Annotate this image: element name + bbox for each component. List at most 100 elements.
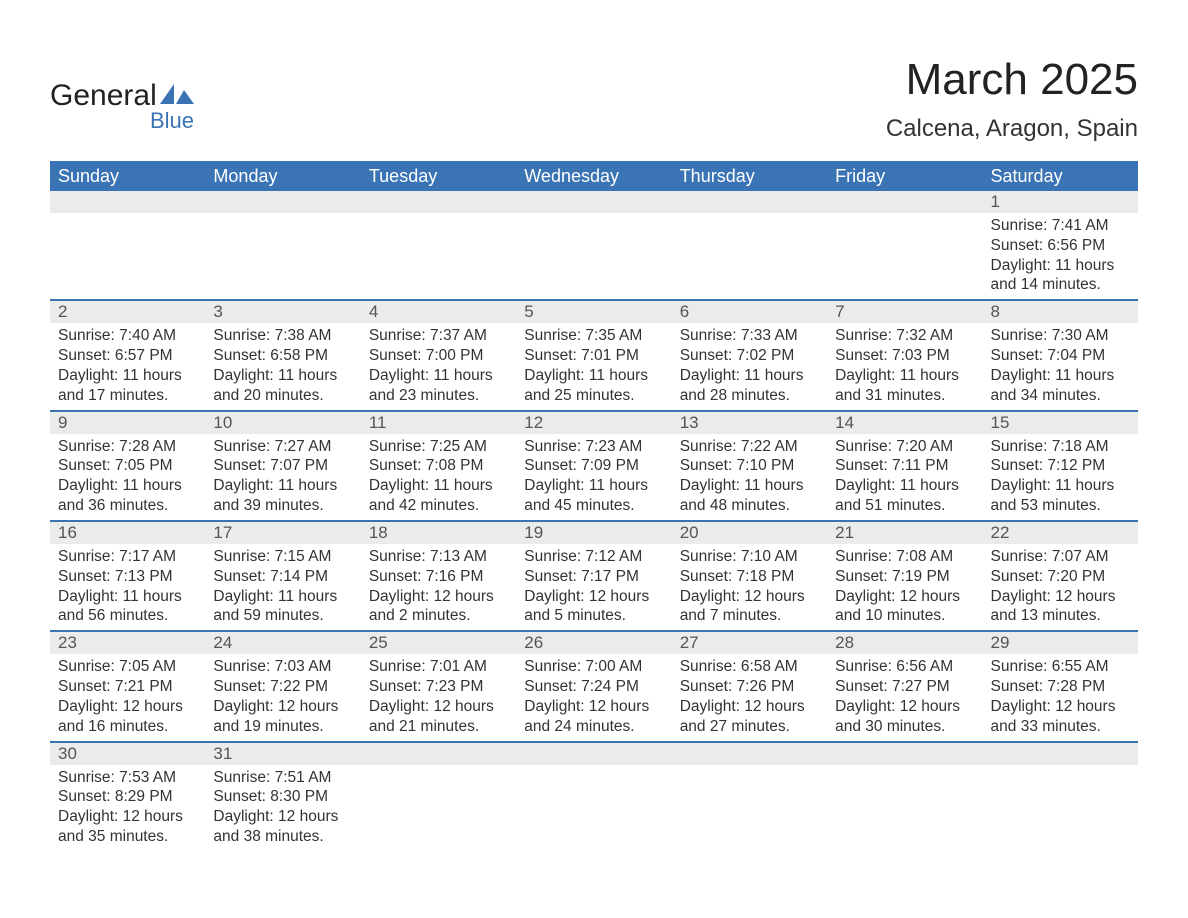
calendar-cell: 21Sunrise: 7:08 AMSunset: 7:19 PMDayligh… bbox=[827, 521, 982, 631]
daylight-line-1: Daylight: 11 hours bbox=[58, 366, 197, 386]
day-content: Sunrise: 7:13 AMSunset: 7:16 PMDaylight:… bbox=[361, 544, 516, 630]
sunset-line: Sunset: 7:08 PM bbox=[369, 456, 508, 476]
daylight-line-2: and 16 minutes. bbox=[58, 717, 197, 737]
calendar-week-row: 2Sunrise: 7:40 AMSunset: 6:57 PMDaylight… bbox=[50, 300, 1138, 410]
calendar-cell: 6Sunrise: 7:33 AMSunset: 7:02 PMDaylight… bbox=[672, 300, 827, 410]
daylight-line-2: and 59 minutes. bbox=[213, 606, 352, 626]
calendar-cell bbox=[361, 191, 516, 300]
day-content: Sunrise: 7:01 AMSunset: 7:23 PMDaylight:… bbox=[361, 654, 516, 740]
sunset-line: Sunset: 7:21 PM bbox=[58, 677, 197, 697]
day-content: Sunrise: 7:32 AMSunset: 7:03 PMDaylight:… bbox=[827, 323, 982, 409]
sunrise-line: Sunrise: 7:37 AM bbox=[369, 326, 508, 346]
day-number-empty bbox=[827, 743, 982, 765]
calendar-cell: 14Sunrise: 7:20 AMSunset: 7:11 PMDayligh… bbox=[827, 411, 982, 521]
sunset-line: Sunset: 6:58 PM bbox=[213, 346, 352, 366]
daylight-line-1: Daylight: 12 hours bbox=[835, 587, 974, 607]
calendar-cell: 28Sunrise: 6:56 AMSunset: 7:27 PMDayligh… bbox=[827, 631, 982, 741]
calendar-cell bbox=[50, 191, 205, 300]
daylight-line-1: Daylight: 11 hours bbox=[991, 366, 1130, 386]
day-number: 21 bbox=[827, 522, 982, 544]
day-number-empty bbox=[361, 191, 516, 213]
day-content-empty bbox=[361, 765, 516, 837]
daylight-line-2: and 53 minutes. bbox=[991, 496, 1130, 516]
sunrise-line: Sunrise: 7:33 AM bbox=[680, 326, 819, 346]
day-content: Sunrise: 7:15 AMSunset: 7:14 PMDaylight:… bbox=[205, 544, 360, 630]
day-content: Sunrise: 7:40 AMSunset: 6:57 PMDaylight:… bbox=[50, 323, 205, 409]
daylight-line-1: Daylight: 11 hours bbox=[524, 366, 663, 386]
sunrise-line: Sunrise: 7:53 AM bbox=[58, 768, 197, 788]
daylight-line-2: and 5 minutes. bbox=[524, 606, 663, 626]
day-number-empty bbox=[827, 191, 982, 213]
daylight-line-2: and 34 minutes. bbox=[991, 386, 1130, 406]
sunrise-line: Sunrise: 7:27 AM bbox=[213, 437, 352, 457]
daylight-line-2: and 24 minutes. bbox=[524, 717, 663, 737]
day-number: 6 bbox=[672, 301, 827, 323]
day-content: Sunrise: 7:33 AMSunset: 7:02 PMDaylight:… bbox=[672, 323, 827, 409]
day-number: 27 bbox=[672, 632, 827, 654]
calendar-cell: 17Sunrise: 7:15 AMSunset: 7:14 PMDayligh… bbox=[205, 521, 360, 631]
calendar-cell bbox=[672, 742, 827, 851]
daylight-line-2: and 30 minutes. bbox=[835, 717, 974, 737]
day-content: Sunrise: 7:03 AMSunset: 7:22 PMDaylight:… bbox=[205, 654, 360, 740]
sunset-line: Sunset: 7:26 PM bbox=[680, 677, 819, 697]
daylight-line-2: and 31 minutes. bbox=[835, 386, 974, 406]
sunrise-line: Sunrise: 7:10 AM bbox=[680, 547, 819, 567]
sunrise-line: Sunrise: 7:41 AM bbox=[991, 216, 1130, 236]
daylight-line-1: Daylight: 11 hours bbox=[58, 587, 197, 607]
sunset-line: Sunset: 7:13 PM bbox=[58, 567, 197, 587]
day-number: 10 bbox=[205, 412, 360, 434]
sunrise-line: Sunrise: 6:55 AM bbox=[991, 657, 1130, 677]
sunrise-line: Sunrise: 7:30 AM bbox=[991, 326, 1130, 346]
day-content: Sunrise: 7:08 AMSunset: 7:19 PMDaylight:… bbox=[827, 544, 982, 630]
daylight-line-2: and 45 minutes. bbox=[524, 496, 663, 516]
sunset-line: Sunset: 7:00 PM bbox=[369, 346, 508, 366]
calendar-cell bbox=[827, 191, 982, 300]
day-number-empty bbox=[672, 743, 827, 765]
day-number: 12 bbox=[516, 412, 671, 434]
day-number: 16 bbox=[50, 522, 205, 544]
brand-flag-icon bbox=[160, 84, 194, 109]
day-content: Sunrise: 7:35 AMSunset: 7:01 PMDaylight:… bbox=[516, 323, 671, 409]
day-content: Sunrise: 6:56 AMSunset: 7:27 PMDaylight:… bbox=[827, 654, 982, 740]
day-number: 23 bbox=[50, 632, 205, 654]
calendar-table: Sunday Monday Tuesday Wednesday Thursday… bbox=[50, 161, 1138, 851]
sunrise-line: Sunrise: 7:05 AM bbox=[58, 657, 197, 677]
day-number: 22 bbox=[983, 522, 1138, 544]
day-content-empty bbox=[205, 213, 360, 285]
weekday-header: Thursday bbox=[672, 161, 827, 191]
daylight-line-2: and 38 minutes. bbox=[213, 827, 352, 847]
daylight-line-2: and 14 minutes. bbox=[991, 275, 1130, 295]
sunrise-line: Sunrise: 7:17 AM bbox=[58, 547, 197, 567]
sunrise-line: Sunrise: 7:12 AM bbox=[524, 547, 663, 567]
calendar-cell: 13Sunrise: 7:22 AMSunset: 7:10 PMDayligh… bbox=[672, 411, 827, 521]
calendar-week-row: 9Sunrise: 7:28 AMSunset: 7:05 PMDaylight… bbox=[50, 411, 1138, 521]
daylight-line-2: and 13 minutes. bbox=[991, 606, 1130, 626]
day-content-empty bbox=[983, 765, 1138, 837]
sunrise-line: Sunrise: 7:03 AM bbox=[213, 657, 352, 677]
day-number: 1 bbox=[983, 191, 1138, 213]
calendar-cell: 25Sunrise: 7:01 AMSunset: 7:23 PMDayligh… bbox=[361, 631, 516, 741]
page-container: General Blue March 2025 Calcena, Aragon,… bbox=[0, 0, 1188, 891]
daylight-line-1: Daylight: 12 hours bbox=[680, 587, 819, 607]
daylight-line-1: Daylight: 12 hours bbox=[524, 587, 663, 607]
day-number: 19 bbox=[516, 522, 671, 544]
calendar-cell: 3Sunrise: 7:38 AMSunset: 6:58 PMDaylight… bbox=[205, 300, 360, 410]
day-number: 17 bbox=[205, 522, 360, 544]
daylight-line-2: and 17 minutes. bbox=[58, 386, 197, 406]
daylight-line-2: and 2 minutes. bbox=[369, 606, 508, 626]
daylight-line-1: Daylight: 11 hours bbox=[991, 476, 1130, 496]
sunset-line: Sunset: 7:05 PM bbox=[58, 456, 197, 476]
day-content: Sunrise: 6:55 AMSunset: 7:28 PMDaylight:… bbox=[983, 654, 1138, 740]
daylight-line-1: Daylight: 11 hours bbox=[680, 476, 819, 496]
day-content-empty bbox=[516, 213, 671, 285]
calendar-cell bbox=[516, 191, 671, 300]
calendar-week-row: 16Sunrise: 7:17 AMSunset: 7:13 PMDayligh… bbox=[50, 521, 1138, 631]
daylight-line-2: and 10 minutes. bbox=[835, 606, 974, 626]
daylight-line-2: and 42 minutes. bbox=[369, 496, 508, 516]
day-content: Sunrise: 7:05 AMSunset: 7:21 PMDaylight:… bbox=[50, 654, 205, 740]
sunset-line: Sunset: 7:23 PM bbox=[369, 677, 508, 697]
sunset-line: Sunset: 7:12 PM bbox=[991, 456, 1130, 476]
sunset-line: Sunset: 7:04 PM bbox=[991, 346, 1130, 366]
calendar-cell: 9Sunrise: 7:28 AMSunset: 7:05 PMDaylight… bbox=[50, 411, 205, 521]
daylight-line-2: and 23 minutes. bbox=[369, 386, 508, 406]
